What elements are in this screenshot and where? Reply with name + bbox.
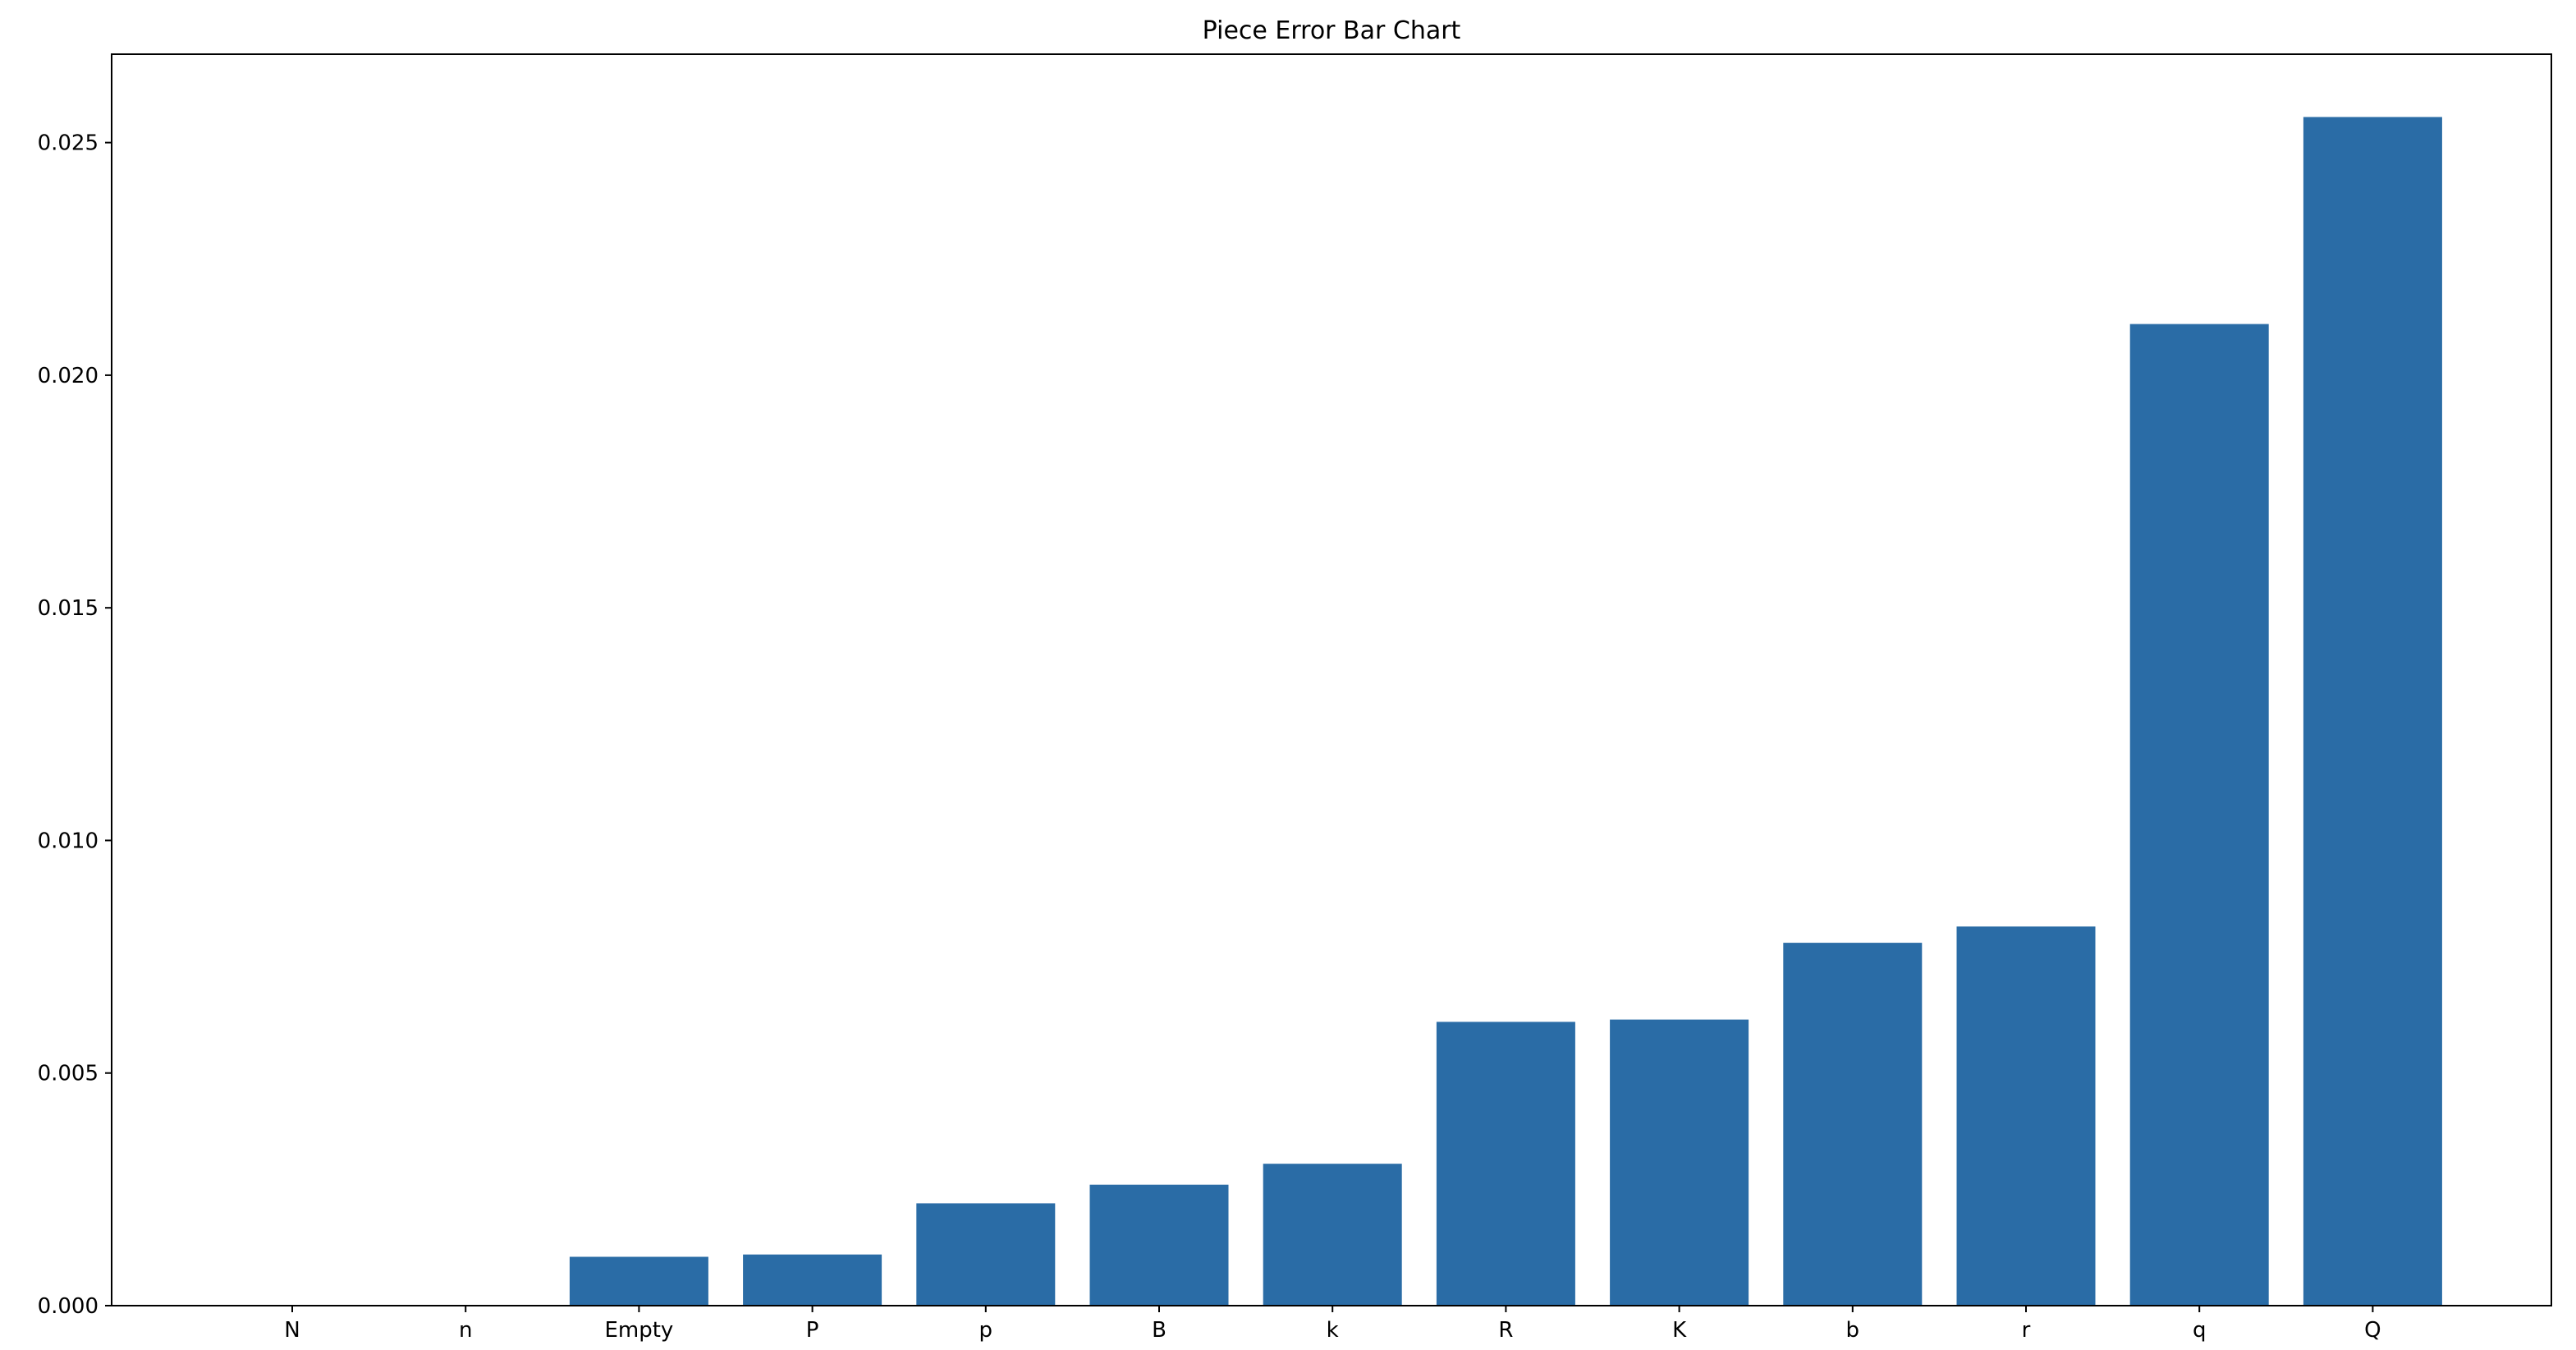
bar-b-9 — [1783, 943, 1923, 1306]
bar-p-3 — [743, 1254, 882, 1306]
x-tick-label: n — [459, 1318, 472, 1343]
x-tick-label: k — [1327, 1318, 1339, 1343]
bar-k-6 — [1263, 1164, 1402, 1306]
x-tick-label: N — [284, 1318, 300, 1343]
x-tick-label: p — [979, 1318, 993, 1343]
x-tick-label: P — [806, 1318, 819, 1343]
bar-r-10 — [1956, 926, 2096, 1306]
y-tick-label: 0.015 — [38, 596, 99, 621]
bar-q-12 — [2303, 117, 2442, 1306]
x-tick-label: b — [1846, 1318, 1860, 1343]
bar-b-5 — [1089, 1184, 1229, 1306]
x-tick-label: B — [1152, 1318, 1167, 1343]
x-tick-label: R — [1498, 1318, 1513, 1343]
y-tick-label: 0.005 — [38, 1062, 99, 1086]
y-tick-label: 0.010 — [38, 829, 99, 853]
chart-title: Piece Error Bar Chart — [1203, 16, 1461, 45]
x-tick-label: q — [2193, 1318, 2207, 1343]
x-tick-label: Q — [2364, 1318, 2381, 1343]
x-tick-label: Empty — [604, 1318, 673, 1343]
x-tick-label: r — [2022, 1318, 2031, 1343]
plot-frame — [111, 53, 2552, 1306]
y-tick-label: 0.000 — [38, 1294, 99, 1319]
bar-k-8 — [1610, 1019, 1749, 1306]
x-tick-label: K — [1672, 1318, 1687, 1343]
bar-r-7 — [1436, 1022, 1575, 1306]
y-tick-label: 0.020 — [38, 364, 99, 388]
y-tick-label: 0.025 — [38, 131, 99, 156]
bar-empty-2 — [569, 1256, 708, 1306]
bar-q-11 — [2129, 324, 2269, 1306]
y-axis: 0.000 0.005 0.010 0.015 0.020 0.025 — [38, 131, 112, 1319]
bar-p-4 — [916, 1203, 1056, 1306]
bars-group — [569, 117, 2442, 1306]
